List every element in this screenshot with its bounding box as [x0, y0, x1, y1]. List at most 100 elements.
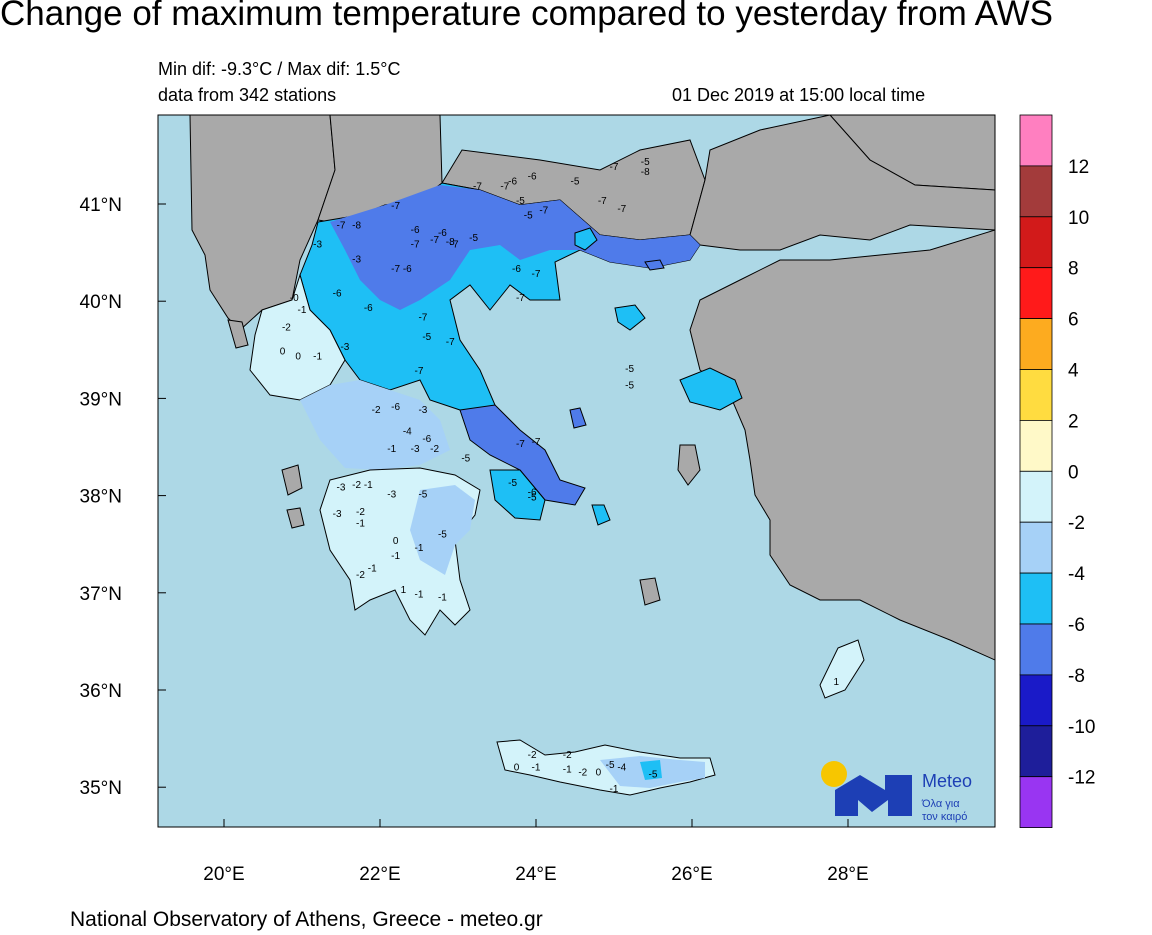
colorbar-swatch [1019, 369, 1053, 421]
station-value: -4 [403, 426, 412, 437]
station-value: -7 [532, 269, 541, 280]
island-lemnos [614, 304, 646, 331]
colorbar-label: -6 [1068, 615, 1085, 636]
colorbar-swatch [1019, 572, 1053, 625]
station-value: 0 [280, 347, 286, 358]
lat-label: 39°N [80, 389, 122, 410]
station-value: 0 [514, 763, 520, 774]
colorbar-label: 8 [1068, 259, 1079, 280]
station-value: -3 [352, 254, 361, 265]
station-value: -8 [641, 167, 650, 178]
station-value: -7 [516, 293, 525, 304]
station-value: -5 [469, 233, 478, 244]
station-value: -5 [524, 211, 533, 222]
station-value: -6 [403, 264, 412, 275]
station-value: -1 [368, 563, 377, 574]
greece-peloponnese-east-zone [410, 485, 475, 575]
station-value: -7 [617, 204, 626, 215]
island-andros [591, 504, 611, 526]
station-value: -1 [610, 784, 619, 795]
station-value: -4 [617, 763, 626, 774]
station-value: -2 [356, 507, 365, 518]
station-value: 0 [393, 536, 399, 547]
sun-icon [821, 761, 847, 787]
island-naxos [639, 577, 661, 606]
land-turkey-thrace-north [689, 115, 995, 251]
greece-attica [489, 469, 546, 521]
station-value: -5 [438, 529, 447, 540]
station-value: -3 [418, 405, 427, 416]
greece-euboea [459, 404, 586, 506]
station-value: -2 [282, 322, 291, 333]
station-value: -0 [290, 293, 299, 304]
station-value: -7 [411, 240, 420, 251]
lon-label: 26°E [671, 864, 712, 885]
island-skyros [569, 407, 587, 429]
colorbar-swatch [1019, 623, 1053, 676]
colorbar-label: -10 [1068, 717, 1095, 738]
island-thasos [574, 227, 598, 251]
station-value: -6 [438, 228, 447, 239]
colorbar-swatch [1019, 114, 1053, 167]
station-value: -1 [438, 593, 447, 604]
station-value: -6 [364, 303, 373, 314]
colorbar-swatch [1019, 419, 1053, 472]
colorbar-swatch [1019, 725, 1053, 778]
station-value: 1 [834, 677, 840, 688]
map-title: Change of maximum temperature compared t… [0, 0, 1054, 33]
station-value: -3 [313, 240, 322, 251]
island-chios [677, 444, 701, 486]
island-samothrace [644, 259, 665, 271]
greece-west-zone [249, 273, 346, 401]
colorbar-swatch [1019, 674, 1053, 727]
station-value: -1 [415, 590, 424, 601]
station-value: -7 [418, 313, 427, 324]
station-value: -5 [516, 196, 525, 207]
lat-label: 35°N [80, 778, 122, 799]
station-value: -3 [333, 509, 342, 520]
island-corfu [227, 319, 249, 349]
colorbar-swatch [1019, 521, 1053, 574]
colorbar-swatch [1019, 318, 1053, 370]
station-values: -7 -5-8-6 -5-7-6-5-5-7-7-7-7-7-8-7 -6-7-6-7… [280, 157, 840, 795]
station-value: -7 [473, 181, 482, 192]
datetime-line: 01 Dec 2019 at 15:00 local time [672, 85, 926, 105]
station-value: -7 [532, 437, 541, 448]
lat-label: 38°N [80, 487, 122, 508]
colorbar-label: 10 [1068, 208, 1089, 229]
map-axes: 41°N 40°N 39°N 38°N 37°N 36°N 35°N 20°E 22°E 24°E… [80, 195, 869, 885]
station-value: -6 [528, 488, 537, 499]
lon-label: 28°E [827, 864, 868, 885]
station-value: -5 [571, 177, 580, 188]
colorbar-label: 2 [1068, 411, 1079, 432]
station-value: -6 [391, 402, 400, 413]
station-value: -5 [461, 454, 470, 465]
station-value: -3 [340, 342, 349, 353]
station-value: -7 [598, 196, 607, 207]
colorbar: 12 10 8 6 4 2 0 -2 -4 -6 -8 -10 -12 [1019, 114, 1095, 829]
colorbar-swatch [1019, 267, 1053, 320]
colorbar-swatch [1019, 776, 1053, 829]
station-value: -6 [411, 225, 420, 236]
meteo-m-icon [835, 775, 912, 816]
station-value: -8 [352, 220, 361, 231]
station-value: 0 [596, 768, 602, 779]
lat-label: 37°N [80, 584, 122, 605]
station-value: -6 [422, 434, 431, 445]
station-value: -5 [625, 364, 634, 375]
station-value: -7 [446, 337, 455, 348]
station-value: -7 [450, 240, 459, 251]
lon-label: 24°E [515, 864, 556, 885]
colorbar-swatch [1019, 165, 1053, 218]
colorbar-label: 6 [1068, 310, 1079, 331]
station-value: -2 [430, 444, 439, 455]
station-value: -7 [391, 201, 400, 212]
land-turkey-anatolia [689, 229, 995, 661]
station-value: -5 [418, 490, 427, 501]
colorbar-swatch [1019, 470, 1053, 523]
station-value: -6 [528, 172, 537, 183]
footer-credit: National Observatory of Athens, Greece -… [70, 908, 543, 931]
logo-brand: Meteo [922, 771, 972, 791]
station-value: -1 [313, 352, 322, 363]
